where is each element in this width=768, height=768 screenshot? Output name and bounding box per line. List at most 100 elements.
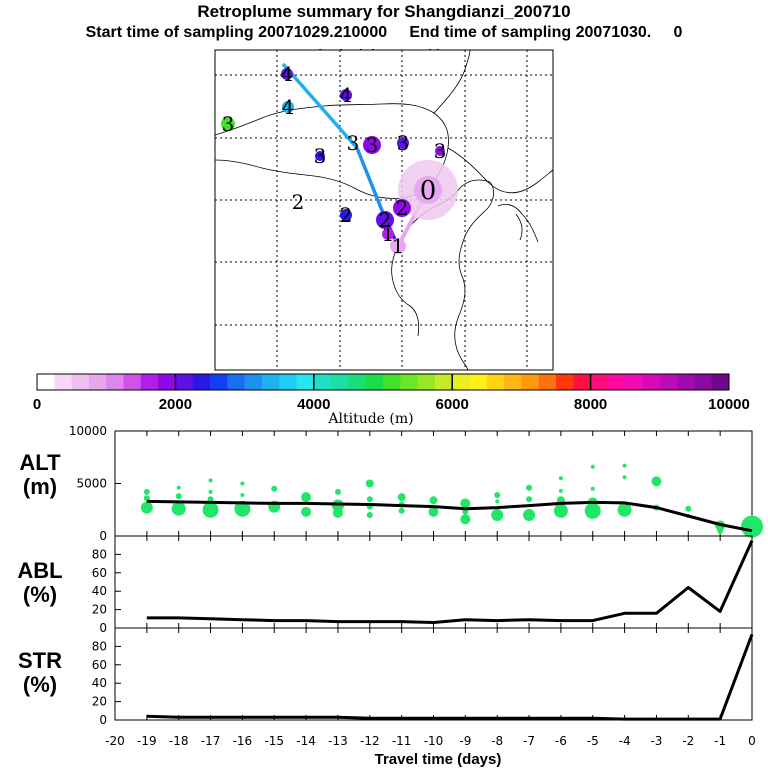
colorbar-swatch [607,374,626,390]
colorbar-tick-label: 0 [33,396,41,413]
colorbar-axis-label: Altitude (m) [327,411,413,427]
trajectory-day-label: 1 [392,234,405,258]
colorbar-swatch [365,374,384,390]
colorbar-swatch [54,374,73,390]
y-tick-label: 0 [99,621,107,635]
colorbar-swatch [573,374,592,390]
altitude-cluster-dot [553,503,568,518]
colorbar-swatch [106,374,124,390]
colorbar-swatch [677,374,695,390]
altitude-cluster-dot [685,505,692,512]
trajectory-segment [355,147,387,219]
altitude-cluster-dot [398,507,405,514]
colorbar-swatch [210,374,228,390]
y-tick-label: 60 [92,566,107,580]
panel-ylabel: (%) [23,582,57,607]
altitude-cluster-dot [429,496,438,505]
colorbar-tick-labels: 0 2000 4000 6000 8000 10000 [33,374,750,413]
trajectory-day-label: 4 [340,83,353,107]
colorbar-swatch [244,374,263,390]
colorbar-tick-label: 4000 [297,396,330,413]
colorbar-tick-label: 8000 [574,396,607,413]
colorbar-swatch [434,374,453,390]
colorbar-tick-label: 2000 [159,396,192,413]
trajectory-cluster-marker [397,137,409,149]
altitude-cluster-dot [428,506,439,517]
colorbar-tick-label: 6000 [436,396,469,413]
panel-abl: ABL(%) 0 20 40 60 80 [17,535,754,635]
altitude-cluster-dot [622,475,627,480]
colorbar-swatch [521,374,540,390]
x-tick-label: -7 [523,734,535,748]
colorbar-swatch [192,374,211,390]
x-tick-label: 0 [748,734,756,748]
colorbar-swatch [37,374,55,390]
trajectory-day-label: 0 [420,176,437,206]
x-tick-label: -1 [714,734,726,748]
series-line [146,539,754,624]
y-tick-label: 0 [99,713,107,727]
colorbar-tick-label: 10000 [708,396,750,413]
altitude-cluster-dot [495,499,500,504]
panel-ylabel: ALT [19,450,61,475]
y-tick-label: 20 [92,603,107,617]
altitude-cluster-dot [460,498,471,509]
altitude-cluster-dot [271,485,278,492]
x-tick-label: -20 [105,734,125,748]
colorbar-swatch [590,374,609,390]
trajectory-cluster-marker [221,117,235,131]
altitude-cluster-dot [208,489,213,494]
colorbar-swatch [140,374,159,390]
x-tick-label: -17 [201,734,221,748]
altitude-cluster-dot [491,509,504,521]
trajectory-cluster-marker [414,176,442,204]
colorbar-swatch [659,374,678,390]
colorbar-swatch [400,374,419,390]
altitude-cluster-dot [301,506,312,517]
trajectory-day-label: 3 [222,112,235,136]
altitude-cluster-dot [741,515,763,538]
start-time-label: Start time of sampling 20071029.210000 [85,24,388,41]
altitude-cluster-dot [365,479,374,488]
x-tick-label: -19 [137,734,157,748]
sampling-times: Start time of sampling 20071029.210000 E… [0,24,768,42]
altitude-cluster-dot [334,488,341,495]
altitude-cluster-dot [366,512,373,518]
x-tick-label: -15 [264,734,284,748]
trajectory-cluster-marker [376,211,394,229]
trajectory-cluster-marker [393,199,411,217]
x-tick-label: -18 [169,734,189,748]
trajectory-cluster-marker [382,228,394,240]
altitude-cluster-dot [207,496,214,503]
trajectory-cluster-marker [390,238,406,254]
altitude-cluster-dot [651,476,662,487]
trajectory-day-label: 3 [347,131,360,155]
trajectory-cluster-marker [315,151,325,161]
y-tick-label: 5000 [76,477,107,491]
series-line [146,499,753,533]
trajectory-day-label: 2 [396,196,409,220]
altitude-cluster-dot [494,492,501,499]
trajectory-day-label: 3 [314,144,327,168]
colorbar-swatch [556,374,574,390]
panel-ylabel: (m) [23,474,57,499]
end-time-label: End time of sampling 20071030. [409,24,652,41]
colorbar-swatch [383,374,401,390]
altitude-cluster-dot [462,508,469,515]
altitude-cluster-dot [397,493,406,502]
trajectory-day-label: 2 [340,203,353,227]
colorbar-swatch [279,374,297,390]
altitude-cluster-dot [526,496,533,503]
altitude-cluster-dot [622,463,627,468]
y-tick-label: 80 [92,547,107,561]
trajectory-day-label: 3 [434,139,447,163]
y-tick-label: 80 [92,639,107,653]
altitude-cluster-dot [523,509,536,521]
x-tick-label: -2 [682,734,694,748]
altitude-cluster-dot [208,478,213,483]
altitude-cluster-dot [140,501,153,514]
x-tick-label: -16 [233,734,253,748]
altitude-cluster-dot [175,493,182,500]
altitude-cluster-dot [171,501,186,516]
